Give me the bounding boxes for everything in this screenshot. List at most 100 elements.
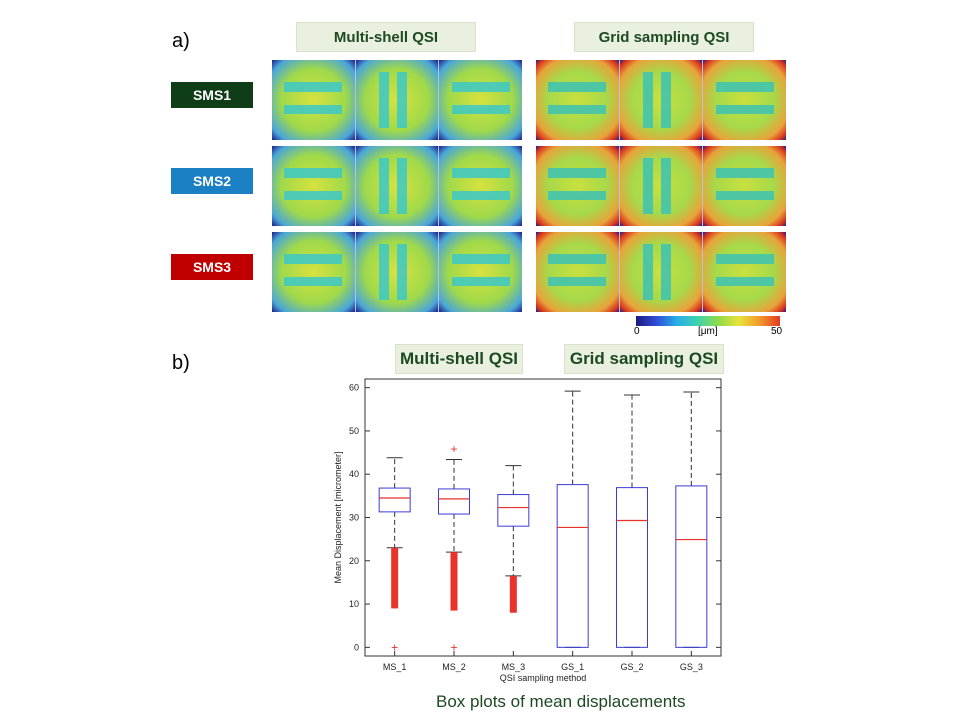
- y-tick-label: 40: [349, 469, 359, 479]
- outlier-marker: +: [450, 442, 457, 456]
- y-tick-label: 50: [349, 426, 359, 436]
- map-tile: [536, 60, 620, 140]
- boxplot-chart: 0 10 20 30 40 50 60 MS_1 + MS_2 + + MS_3 GS_1 GS_2 GS_3…: [333, 378, 722, 683]
- map-tile: [272, 60, 356, 140]
- map-feature: [451, 254, 510, 264]
- map-tile: [439, 60, 522, 140]
- grid-map-row3: [536, 232, 786, 312]
- map-tile: [272, 146, 356, 226]
- map-feature: [284, 254, 343, 264]
- y-tick-label: 0: [354, 642, 359, 652]
- map-feature: [284, 276, 343, 287]
- map-feature: [397, 158, 407, 214]
- row-label-sms1: SMS1: [171, 82, 253, 108]
- map-feature: [715, 190, 774, 201]
- colorbar-min: 0: [634, 326, 640, 337]
- outlier-marker: +: [450, 640, 457, 654]
- row-label-sms3: SMS3: [171, 254, 253, 280]
- map-tile: [536, 146, 620, 226]
- colorbar: [636, 316, 780, 326]
- x-tick-label: GS_2: [620, 662, 643, 672]
- x-tick-label: MS_1: [383, 662, 407, 672]
- map-feature: [548, 104, 607, 115]
- map-tile: [619, 60, 704, 140]
- grid-map-row2: [536, 146, 786, 226]
- map-tile: [703, 146, 786, 226]
- y-tick-label: 20: [349, 556, 359, 566]
- y-tick-label: 60: [349, 383, 359, 393]
- y-tick-label: 30: [349, 513, 359, 523]
- x-axis-label: QSI sampling method: [500, 673, 587, 683]
- x-tick-label: MS_2: [442, 662, 466, 672]
- outlier-band: [450, 552, 458, 611]
- map-feature: [451, 190, 510, 201]
- colorbar-max: 50: [771, 326, 783, 337]
- multishell-header-a: Multi-shell QSI: [296, 22, 476, 52]
- grid-header-a: Grid sampling QSI: [574, 22, 754, 52]
- map-tile: [619, 146, 704, 226]
- y-axis-label: Mean Displacement [micrometer]: [333, 451, 343, 583]
- plot-frame: [364, 378, 722, 657]
- map-feature: [715, 104, 774, 115]
- map-feature: [397, 244, 407, 300]
- figure-caption: Box plots of mean displacements: [436, 692, 686, 711]
- box-iqr: [616, 487, 648, 648]
- map-feature: [378, 72, 389, 128]
- map-tile: [439, 232, 522, 312]
- box-iqr: [497, 494, 530, 527]
- map-feature: [284, 104, 343, 115]
- map-feature: [378, 158, 389, 214]
- map-feature: [548, 276, 607, 287]
- box-iqr: [556, 484, 589, 648]
- map-feature: [715, 276, 774, 287]
- panel-b-label: b): [172, 352, 190, 374]
- multishell-map-row2: [272, 146, 522, 226]
- multishell-header-b: Multi-shell QSI: [395, 344, 523, 374]
- grid-header-b: Grid sampling QSI: [564, 344, 724, 374]
- map-feature: [661, 72, 671, 128]
- colorbar-unit: [μm]: [698, 326, 718, 337]
- map-feature: [451, 82, 510, 92]
- x-tick-label: MS_3: [502, 662, 526, 672]
- map-tile: [439, 146, 522, 226]
- multishell-map-row3: [272, 232, 522, 312]
- y-tick-label: 10: [349, 599, 359, 609]
- box-iqr: [378, 487, 411, 513]
- map-feature: [451, 168, 510, 178]
- map-tile: [536, 232, 620, 312]
- row-label-sms2: SMS2: [171, 168, 253, 194]
- map-feature: [284, 190, 343, 201]
- map-tile: [703, 232, 786, 312]
- map-feature: [642, 244, 653, 300]
- map-feature: [661, 244, 671, 300]
- map-tile: [619, 232, 704, 312]
- map-feature: [661, 158, 671, 214]
- x-tick-label: GS_1: [561, 662, 584, 672]
- map-feature: [451, 276, 510, 287]
- box-iqr: [675, 485, 708, 648]
- map-feature: [397, 72, 407, 128]
- map-feature: [548, 168, 607, 178]
- map-feature: [378, 244, 389, 300]
- map-feature: [548, 254, 607, 264]
- map-tile: [355, 146, 440, 226]
- map-feature: [548, 82, 607, 92]
- grid-map-row1: [536, 60, 786, 140]
- map-tile: [355, 232, 440, 312]
- outlier-band: [391, 547, 399, 609]
- map-feature: [642, 72, 653, 128]
- map-feature: [715, 168, 774, 178]
- map-tile: [703, 60, 786, 140]
- map-tile: [272, 232, 356, 312]
- x-tick-label: GS_3: [680, 662, 703, 672]
- outlier-band: [509, 575, 517, 613]
- map-feature: [451, 104, 510, 115]
- outlier-marker: +: [391, 640, 398, 654]
- map-feature: [284, 168, 343, 178]
- map-tile: [355, 60, 440, 140]
- box-iqr: [438, 488, 470, 515]
- map-feature: [642, 158, 653, 214]
- map-feature: [548, 190, 607, 201]
- multishell-map-row1: [272, 60, 522, 140]
- panel-a-label: a): [172, 30, 190, 52]
